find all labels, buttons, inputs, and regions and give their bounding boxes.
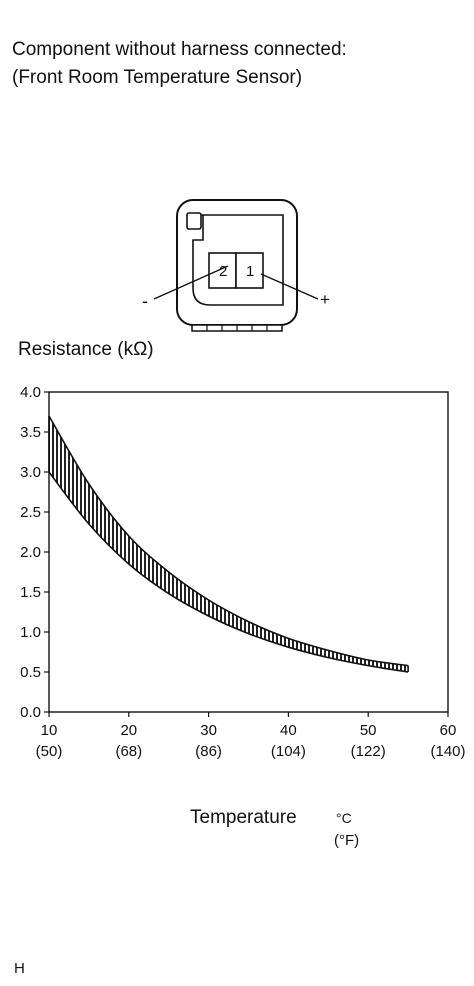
x-axis-label: Temperature bbox=[190, 807, 297, 828]
polarity-minus: - bbox=[142, 291, 148, 311]
connector-key bbox=[186, 212, 202, 230]
title-line-1: Component without harness connected: bbox=[12, 39, 347, 60]
y-tick-label: 0.0 bbox=[20, 704, 41, 721]
y-tick-label: 3.0 bbox=[20, 464, 41, 481]
pin-cell-2 bbox=[208, 252, 237, 289]
pin-2-label: 2 bbox=[219, 263, 227, 280]
y-tick-label: 2.5 bbox=[20, 504, 41, 521]
y-tick-label: 2.0 bbox=[20, 544, 41, 561]
y-tick-label: 0.5 bbox=[20, 664, 41, 681]
resistance-chart: 0.0 0.5 1.0 1.5 2.0 2.5 3.0 3.5 4.0 10 (50) 20 (68)… bbox=[20, 384, 465, 760]
lower-limit-curve bbox=[48, 471, 409, 673]
x-tick-label-celsius: 10 bbox=[41, 722, 58, 739]
x-tick-label-fahrenheit: (104) bbox=[271, 743, 306, 760]
y-tick-label: 1.0 bbox=[20, 624, 41, 641]
x-tick-label-celsius: 60 bbox=[440, 722, 457, 739]
x-tick-label-fahrenheit: (122) bbox=[351, 743, 386, 760]
x-tick-label-fahrenheit: (68) bbox=[115, 743, 142, 760]
connector-diagram: 2 1 - + bbox=[142, 199, 330, 332]
tolerance-band bbox=[49, 416, 409, 672]
y-axis-label: Resistance (kΩ) bbox=[18, 339, 154, 360]
figure-code: H bbox=[14, 960, 25, 977]
polarity-plus: + bbox=[320, 290, 330, 309]
x-tick-label-fahrenheit: (50) bbox=[36, 743, 63, 760]
connector-inner-outline bbox=[192, 214, 284, 306]
pin-cell-1 bbox=[235, 252, 264, 289]
x-tick-label-celsius: 20 bbox=[120, 722, 137, 739]
x-tick-label-celsius: 30 bbox=[200, 722, 217, 739]
upper-limit-curve bbox=[48, 415, 409, 667]
title-line-2: (Front Room Temperature Sensor) bbox=[12, 67, 303, 88]
x-tick-label-celsius: 40 bbox=[280, 722, 297, 739]
pin-1-leader bbox=[260, 273, 319, 300]
x-tick-label-celsius: 50 bbox=[360, 722, 377, 739]
y-tick-label: 1.5 bbox=[20, 584, 41, 601]
y-tick-label: 4.0 bbox=[20, 384, 41, 401]
pin-1-label: 1 bbox=[246, 263, 254, 280]
x-unit-fahrenheit: (°F) bbox=[334, 832, 360, 849]
x-tick-label-fahrenheit: (86) bbox=[195, 743, 222, 760]
x-tick-label-fahrenheit: (140) bbox=[430, 743, 465, 760]
x-unit-celsius: °C bbox=[336, 810, 352, 826]
pin-2-leader bbox=[153, 265, 229, 300]
y-tick-label: 3.5 bbox=[20, 424, 41, 441]
